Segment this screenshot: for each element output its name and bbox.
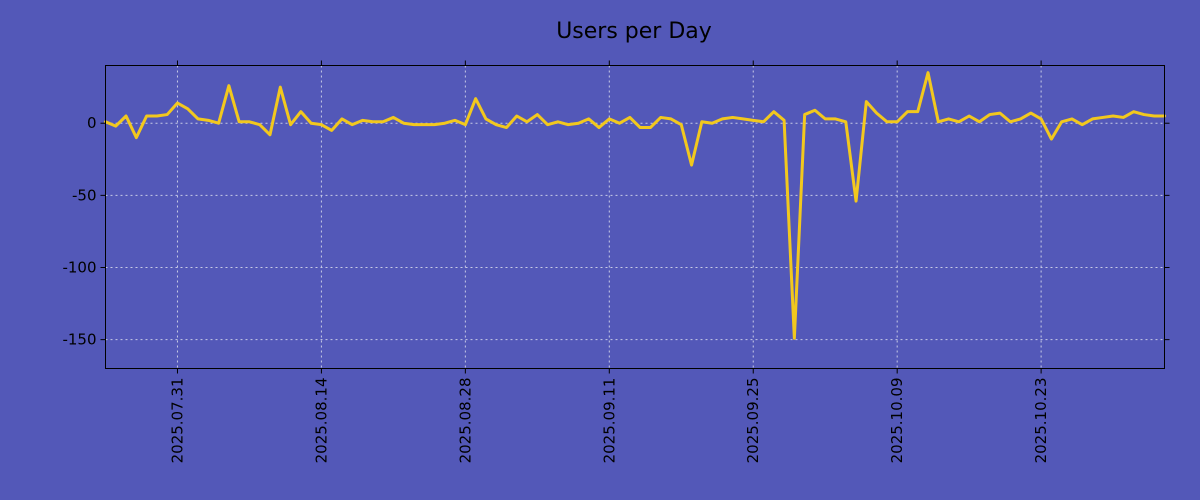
y-tick-label: -100 xyxy=(62,259,96,277)
x-tick-label: 2025.08.28 xyxy=(456,378,474,464)
axes: 0 -50 -100 -150 2025.07.31 2025.08.14 2025.08.… xyxy=(62,60,1170,464)
y-tick-label: -50 xyxy=(72,186,97,204)
gridlines xyxy=(105,65,1165,369)
chart-title: Users per Day xyxy=(556,19,712,44)
series-line xyxy=(104,71,1166,340)
x-tick-label: 2025.09.25 xyxy=(744,378,762,464)
x-tick-label: 2025.10.23 xyxy=(1032,378,1050,464)
plot-frame xyxy=(105,65,1165,369)
y-tick-label: -150 xyxy=(62,331,96,349)
x-tick-label: 2025.10.09 xyxy=(888,378,906,464)
y-tick-label: 0 xyxy=(87,114,97,132)
x-tick-label: 2025.07.31 xyxy=(168,378,186,464)
x-tick-label: 2025.08.14 xyxy=(312,378,330,464)
series-layer xyxy=(104,71,1166,340)
x-tick-label: 2025.09.11 xyxy=(600,378,618,464)
